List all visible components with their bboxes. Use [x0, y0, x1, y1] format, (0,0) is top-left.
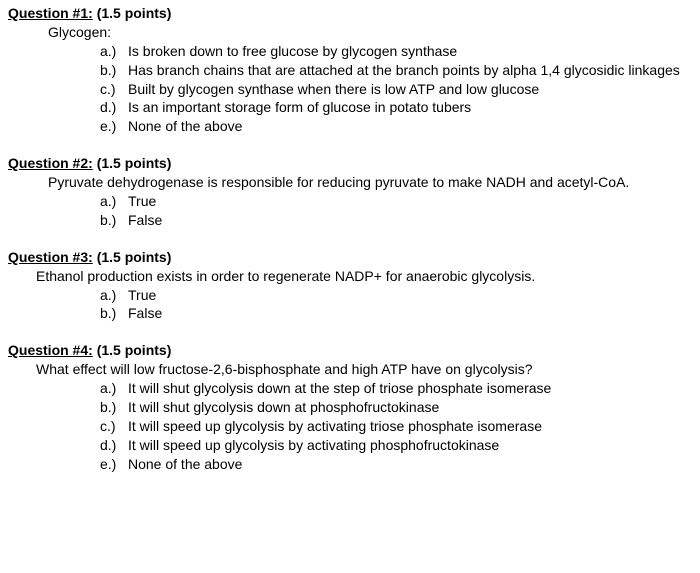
- option-text: Built by glycogen synthase when there is…: [128, 80, 692, 99]
- option-letter: b.): [100, 211, 128, 230]
- question-4-header-line: Question #4: (1.5 points): [8, 341, 692, 360]
- option-text: True: [128, 286, 692, 305]
- question-4-option-b: b.) It will shut glycolysis down at phos…: [100, 398, 692, 417]
- question-1-options: a.) Is broken down to free glucose by gl…: [100, 42, 692, 136]
- option-text: None of the above: [128, 117, 692, 136]
- question-1-header: Question #1:: [8, 5, 93, 21]
- question-2-option-a: a.) True: [100, 192, 692, 211]
- question-2-header: Question #2:: [8, 155, 93, 171]
- option-text: True: [128, 192, 692, 211]
- question-3: Question #3: (1.5 points) Ethanol produc…: [8, 248, 692, 324]
- option-text: False: [128, 211, 692, 230]
- question-3-option-b: b.) False: [100, 304, 692, 323]
- option-letter: e.): [100, 117, 128, 136]
- question-3-stem: Ethanol production exists in order to re…: [36, 267, 692, 286]
- option-letter: e.): [100, 455, 128, 474]
- option-text: Is broken down to free glucose by glycog…: [128, 42, 692, 61]
- option-letter: a.): [100, 286, 128, 305]
- question-1-option-d: d.) Is an important storage form of gluc…: [100, 98, 692, 117]
- option-text: It will shut glycolysis down at the step…: [128, 379, 692, 398]
- option-letter: c.): [100, 417, 128, 436]
- question-1-option-c: c.) Built by glycogen synthase when ther…: [100, 80, 692, 99]
- option-letter: b.): [100, 398, 128, 417]
- option-letter: a.): [100, 379, 128, 398]
- option-letter: d.): [100, 98, 128, 117]
- option-text: It will shut glycolysis down at phosphof…: [128, 398, 692, 417]
- question-4-option-a: a.) It will shut glycolysis down at the …: [100, 379, 692, 398]
- question-2-stem: Pyruvate dehydrogenase is responsible fo…: [36, 173, 692, 192]
- question-4-option-c: c.) It will speed up glycolysis by activ…: [100, 417, 692, 436]
- question-1-stem: Glycogen:: [48, 23, 692, 42]
- question-2-stem-text: Pyruvate dehydrogenase is responsible fo…: [48, 174, 629, 190]
- option-text: False: [128, 304, 692, 323]
- question-4-points: (1.5 points): [97, 342, 172, 358]
- question-4-option-d: d.) It will speed up glycolysis by activ…: [100, 436, 692, 455]
- option-text: It will speed up glycolysis by activatin…: [128, 436, 692, 455]
- question-2-points: (1.5 points): [97, 155, 172, 171]
- question-3-points: (1.5 points): [97, 249, 172, 265]
- option-letter: b.): [100, 304, 128, 323]
- option-letter: a.): [100, 42, 128, 61]
- question-3-header: Question #3:: [8, 249, 93, 265]
- question-2-option-b: b.) False: [100, 211, 692, 230]
- question-1-option-a: a.) Is broken down to free glucose by gl…: [100, 42, 692, 61]
- option-text: None of the above: [128, 455, 692, 474]
- option-letter: a.): [100, 192, 128, 211]
- option-text: Has branch chains that are attached at t…: [128, 61, 692, 80]
- question-1-option-b: b.) Has branch chains that are attached …: [100, 61, 692, 80]
- question-1-option-e: e.) None of the above: [100, 117, 692, 136]
- question-2-options: a.) True b.) False: [100, 192, 692, 230]
- option-letter: c.): [100, 80, 128, 99]
- question-4: Question #4: (1.5 points) What effect wi…: [8, 341, 692, 473]
- question-1-header-line: Question #1: (1.5 points): [8, 4, 692, 23]
- option-letter: d.): [100, 436, 128, 455]
- option-text: It will speed up glycolysis by activatin…: [128, 417, 692, 436]
- question-4-options: a.) It will shut glycolysis down at the …: [100, 379, 692, 473]
- option-letter: b.): [100, 61, 128, 80]
- question-1-points: (1.5 points): [97, 5, 172, 21]
- question-2-header-line: Question #2: (1.5 points): [8, 154, 692, 173]
- question-3-header-line: Question #3: (1.5 points): [8, 248, 692, 267]
- option-text: Is an important storage form of glucose …: [128, 98, 692, 117]
- question-4-stem: What effect will low fructose-2,6-bispho…: [36, 360, 692, 379]
- question-4-header: Question #4:: [8, 342, 93, 358]
- question-1: Question #1: (1.5 points) Glycogen: a.) …: [8, 4, 692, 136]
- question-3-option-a: a.) True: [100, 286, 692, 305]
- question-3-options: a.) True b.) False: [100, 286, 692, 324]
- question-2: Question #2: (1.5 points) Pyruvate dehyd…: [8, 154, 692, 230]
- question-4-option-e: e.) None of the above: [100, 455, 692, 474]
